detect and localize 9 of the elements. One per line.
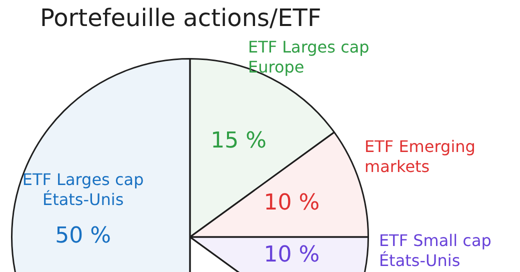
slice-label: ETF Emerging markets <box>364 136 476 176</box>
data-label: 10 % <box>264 242 320 268</box>
data-label: 50 % <box>55 224 112 249</box>
data-label: 15 % <box>210 128 267 154</box>
chart-title: Portefeuille actions/ETF <box>40 4 322 32</box>
slice-label: ETF Larges cap États-Unis <box>22 170 144 210</box>
slice-label: ETF Small cap États-Unis <box>378 231 492 270</box>
data-label: 10 % <box>264 190 320 216</box>
slice-label: ETF Larges cap Europe <box>248 37 370 76</box>
